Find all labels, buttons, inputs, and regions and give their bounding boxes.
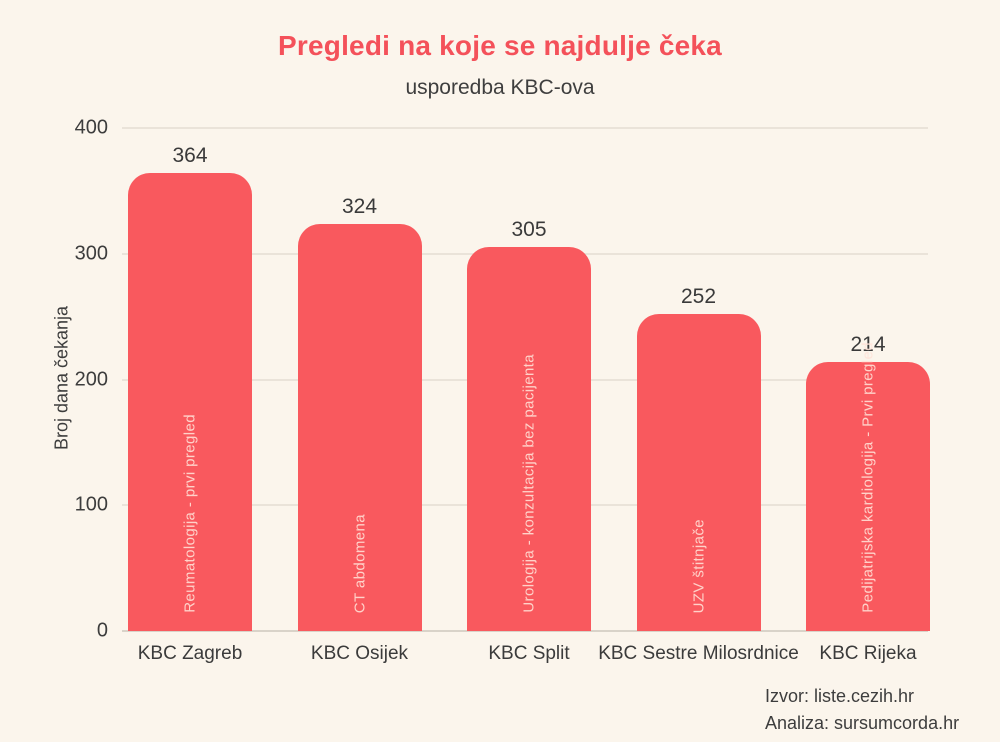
gridline-400 <box>122 127 928 129</box>
footer-source: Izvor: liste.cezih.hr <box>765 686 915 706</box>
bar-annotation: CT abdomena <box>351 513 368 613</box>
y-tick-label-100: 100 <box>74 493 108 516</box>
bar-annotation: UZV štitnjače <box>690 518 707 613</box>
x-tick-label: KBC Sestre Milosrdnice <box>598 643 799 664</box>
bar-annotation: Reumatologija - prvi pregled <box>181 414 199 613</box>
footer: Izvor: liste.cezih.hr Analiza: sursumcor… <box>765 683 959 737</box>
bar-value-label: 214 <box>850 332 886 356</box>
plot-area: 0 100 200 300 400 364 Reumatologija - prvi pre… <box>75 117 930 664</box>
chart-title: Pregledi na koje se najdulje čeka <box>278 30 722 61</box>
bar-0: 364 Reumatologija - prvi pregled <box>128 144 252 631</box>
x-tick-label: KBC Rijeka <box>819 643 917 664</box>
y-tick-label-300: 300 <box>74 242 108 265</box>
bar-value-label: 324 <box>341 194 378 218</box>
y-tick-label-200: 200 <box>74 368 108 390</box>
bar-2: 305 Urologija - konzultacija bez pacijent… <box>467 218 591 631</box>
y-tick-label-0: 0 <box>96 619 108 642</box>
x-axis-baseline <box>122 630 928 632</box>
x-tick-label: KBC Zagreb <box>137 643 243 664</box>
bar-annotation: Pedijatrijska kardiologija - Prvi pregle… <box>859 342 877 613</box>
y-tick-label-400: 400 <box>74 116 108 139</box>
y-axis-title: Broj dana čekanja <box>51 305 72 451</box>
bar-4: 214 Pedijatrijska kardiologija - Prvi pre… <box>806 333 930 631</box>
bar-1: 324 CT abdomena <box>297 195 422 631</box>
bar-annotation: Urologija - konzultacija bez pacijenta <box>520 354 538 613</box>
bar-3: 252 UZV štitnjače <box>636 285 761 631</box>
x-tick-label: KBC Split <box>488 643 570 664</box>
chart-subtitle: usporedba KBC-ova <box>405 76 595 99</box>
bar-value-label: 364 <box>172 144 208 168</box>
bar-value-label: 305 <box>511 218 547 242</box>
bar-value-label: 252 <box>680 285 717 309</box>
footer-analysis: Analiza: sursumcorda.hr <box>765 713 960 733</box>
x-tick-label: KBC Osijek <box>310 643 409 664</box>
